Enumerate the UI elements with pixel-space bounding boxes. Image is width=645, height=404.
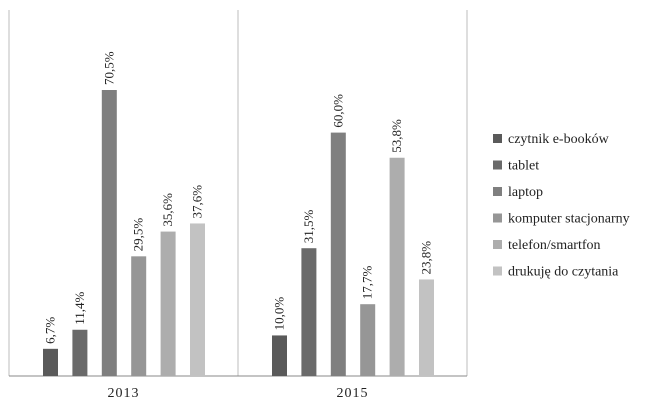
legend-label: czytnik e-booków	[508, 132, 610, 147]
legend-swatch	[493, 134, 502, 143]
bars-group: 6,7% 11,4% 70,5% 29,5% 35,6% 37,6% 10,0% 31,5% 6…	[43, 51, 434, 376]
data-label: 6,7%	[43, 317, 58, 344]
category-labels: 2013 2015	[108, 386, 369, 401]
data-label: 70,5%	[101, 51, 116, 85]
legend-label: drukuję do czytania	[508, 265, 619, 280]
legend-label: tablet	[508, 159, 539, 174]
bar-2015-2	[301, 248, 317, 376]
data-label: 35,6%	[160, 193, 175, 227]
legend-swatch	[493, 240, 502, 249]
data-label: 31,5%	[301, 209, 316, 243]
category-label: 2013	[108, 386, 140, 401]
data-label: 37,6%	[190, 185, 205, 219]
legend-swatch	[493, 160, 502, 170]
legend-swatch	[493, 213, 502, 223]
data-label: 53,8%	[389, 119, 404, 153]
legend-swatch	[493, 187, 502, 196]
bar-2015-4	[360, 304, 376, 376]
bar-2013-4	[131, 256, 147, 376]
legend-label: komputer stacjonarny	[508, 212, 630, 227]
bar-2015-6	[419, 279, 434, 376]
bar-2013-3	[101, 90, 117, 376]
data-label: 23,8%	[419, 241, 434, 275]
bar-2015-5	[389, 157, 405, 376]
legend-label: laptop	[508, 185, 543, 200]
data-label: 11,4%	[72, 291, 87, 324]
bar-2013-1	[43, 348, 58, 376]
category-label: 2015	[337, 386, 369, 401]
bar-2015-1	[272, 335, 287, 376]
legend: czytnik e-booków tablet laptop komputer sta…	[493, 132, 630, 280]
bar-2013-6	[190, 223, 205, 376]
data-label: 29,5%	[131, 218, 146, 252]
bar-2013-5	[160, 231, 176, 376]
bar-2015-3	[330, 132, 346, 376]
data-label: 17,7%	[360, 265, 375, 299]
legend-label: telefon/smartfon	[508, 238, 601, 253]
legend-swatch	[493, 266, 502, 276]
data-label: 10,0%	[272, 297, 287, 331]
data-label: 60,0%	[330, 94, 345, 128]
bar-2013-2	[72, 329, 88, 376]
